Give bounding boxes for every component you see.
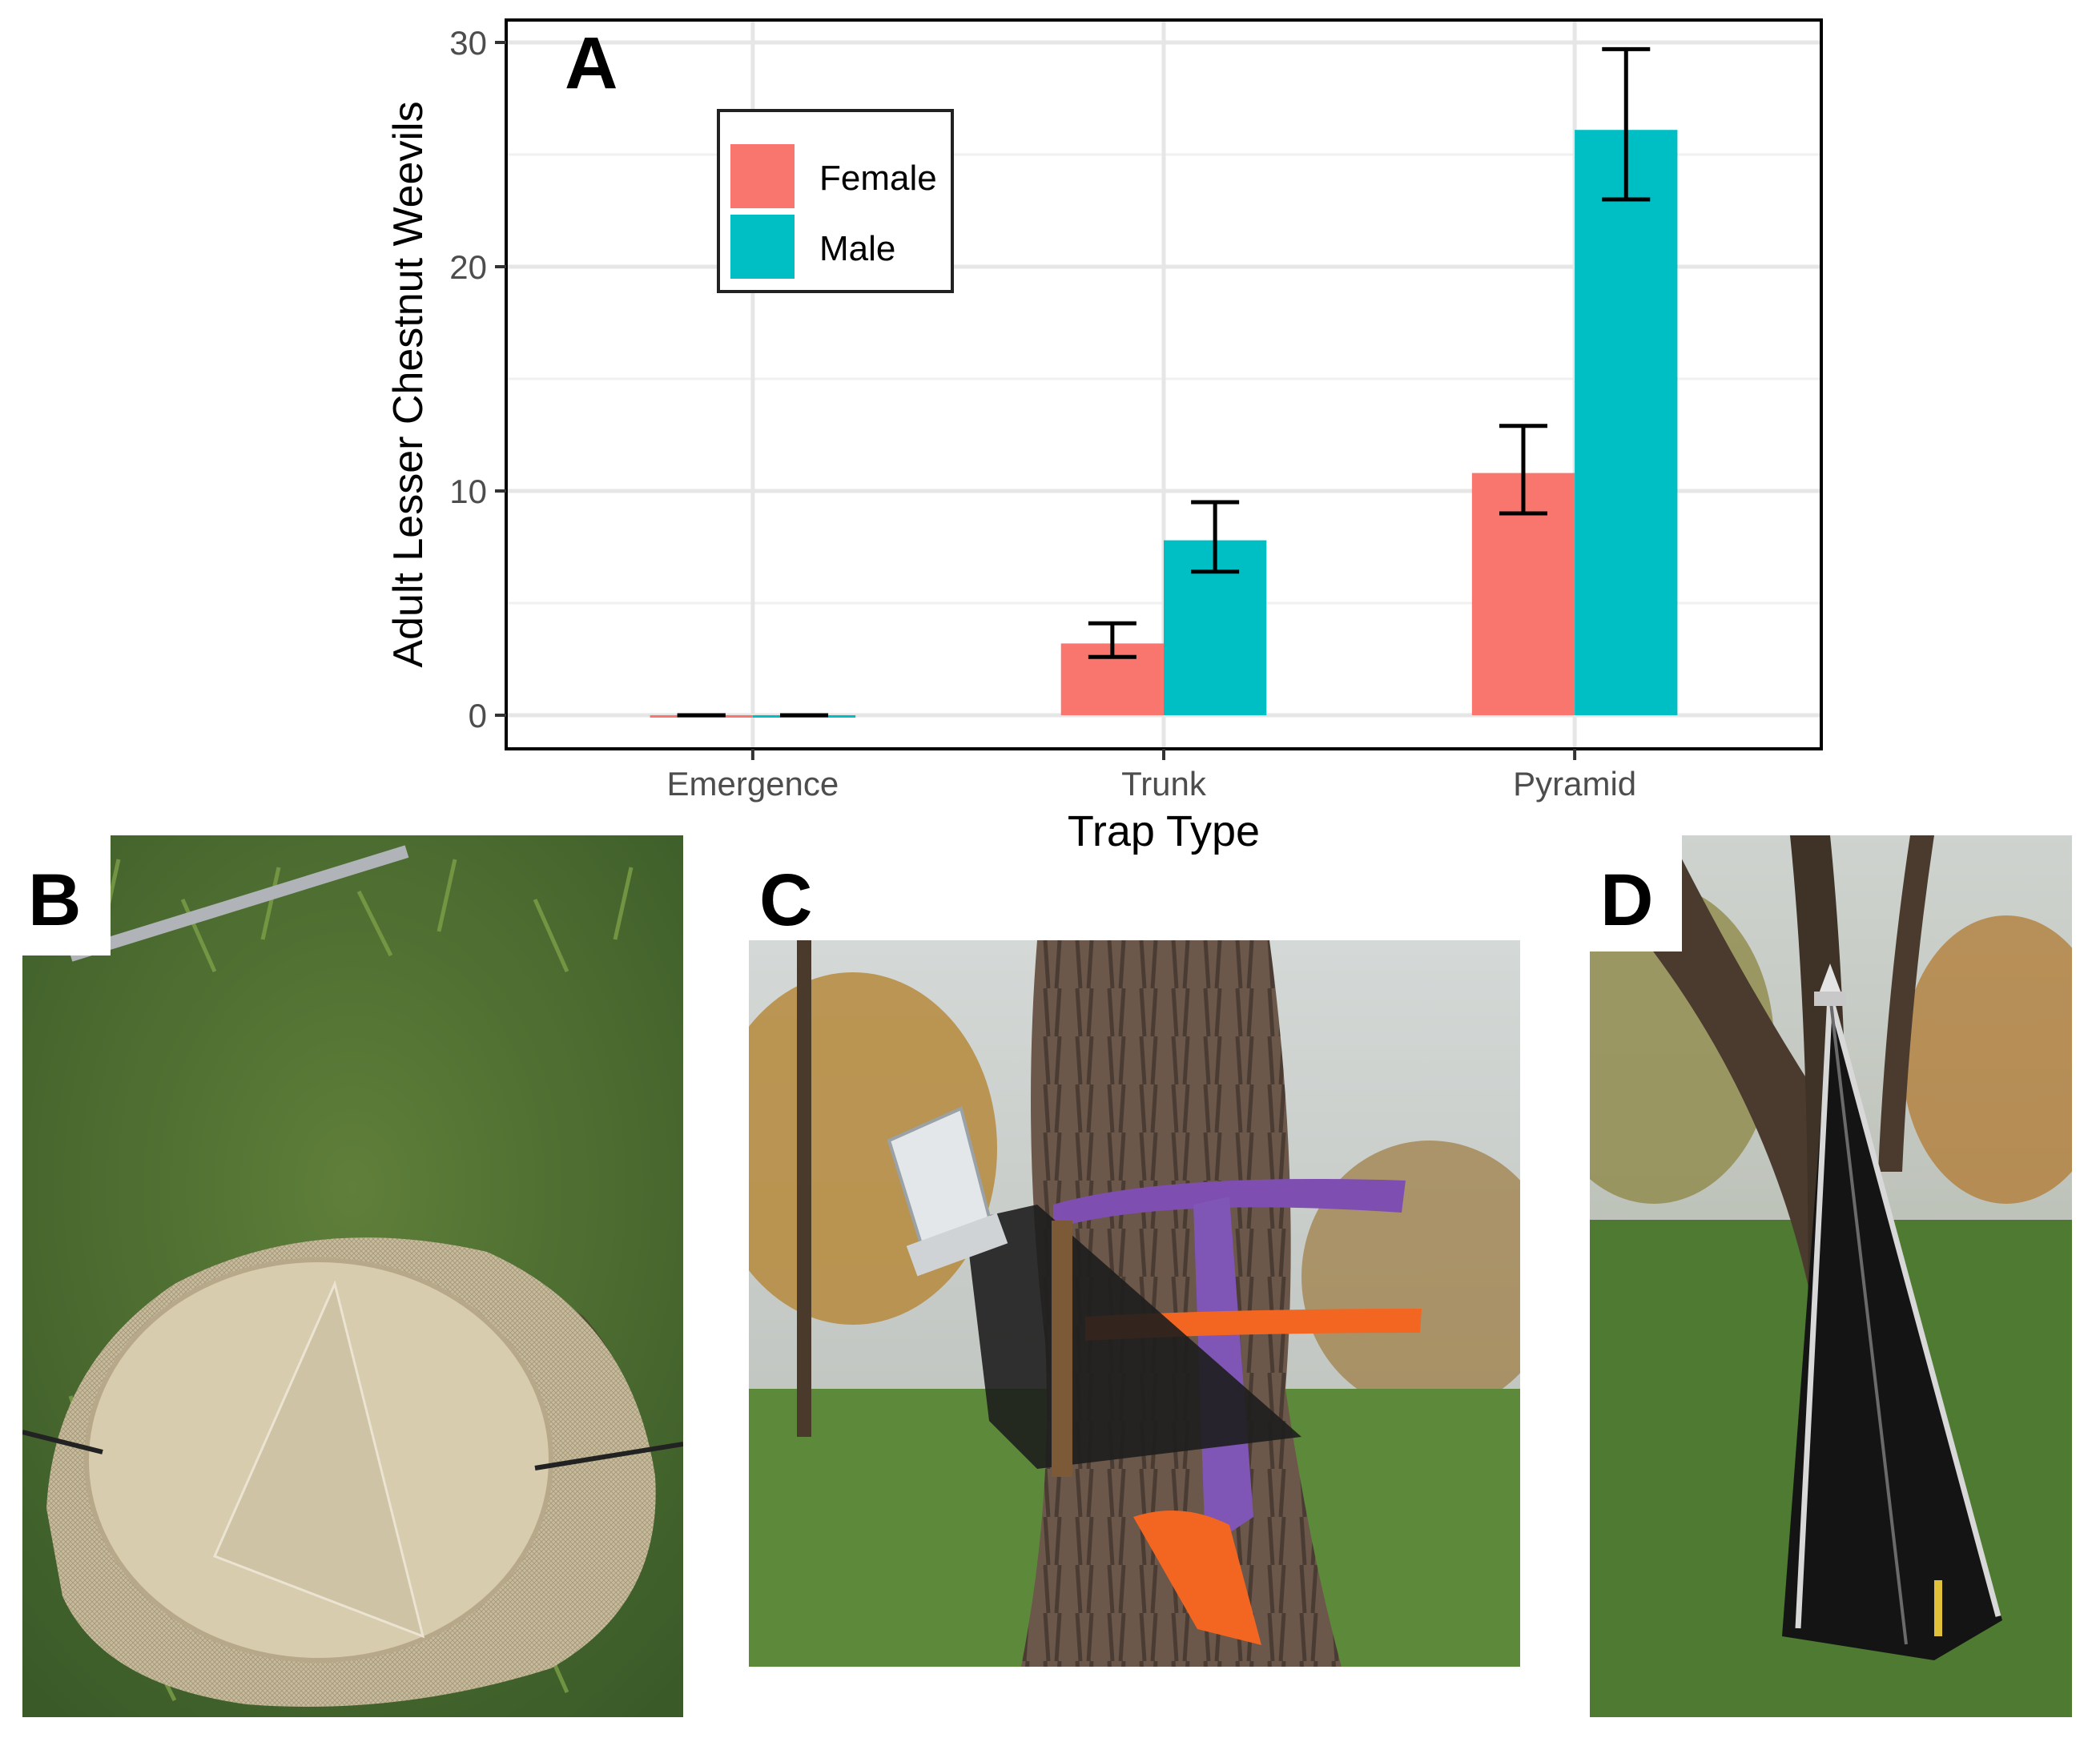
trunk-trap-photo-icon [749, 940, 1520, 1667]
x-axis-ticks: Emergence Trunk Pyramid [666, 749, 1636, 803]
legend-label-female: Female [819, 159, 937, 198]
panel-label-d: D [1600, 859, 1654, 941]
bar-male-pyramid [1575, 130, 1678, 715]
x-axis-title: Trap Type [1068, 807, 1260, 855]
error-bar-male-pyramid [1602, 46, 1651, 202]
y-axis-ticks: 0 10 20 30 [449, 24, 506, 734]
panel-label-a: A [565, 22, 618, 104]
error-bar-male-trunk [1191, 500, 1240, 574]
y-axis-title: Adult Lesser Chestnut Weevils [385, 101, 432, 667]
legend: Female Male [717, 109, 954, 293]
y-tick-label: 20 [449, 248, 487, 286]
legend-swatch-female [730, 144, 795, 208]
y-tick-label: 10 [449, 473, 487, 510]
error-bars [677, 46, 1651, 718]
emergence-trap-photo-icon [22, 835, 683, 1717]
bars [650, 130, 1678, 718]
x-tick-label: Emergence [666, 765, 839, 803]
error-bar-female-pyramid [1499, 424, 1547, 516]
y-tick-label: 30 [449, 24, 487, 62]
y-tick-label: 0 [469, 697, 487, 734]
legend-swatch-male [730, 215, 795, 279]
bar-chart: 0 10 20 30 Emergence Trunk Pyramid A Adult Le… [385, 18, 1823, 855]
panel-label-c: C [759, 859, 813, 941]
photo-pyramid-trap [1590, 835, 2072, 1717]
legend-label-male: Male [819, 229, 895, 268]
error-bar-female-trunk [1088, 621, 1136, 659]
photo-trunk-trap [749, 940, 1520, 1667]
x-tick-label: Pyramid [1513, 765, 1636, 803]
x-tick-label: Trunk [1121, 765, 1207, 803]
panel-label-b: B [28, 859, 82, 941]
photo-emergence-trap [22, 835, 683, 1717]
pyramid-trap-photo-icon [1590, 835, 2072, 1717]
